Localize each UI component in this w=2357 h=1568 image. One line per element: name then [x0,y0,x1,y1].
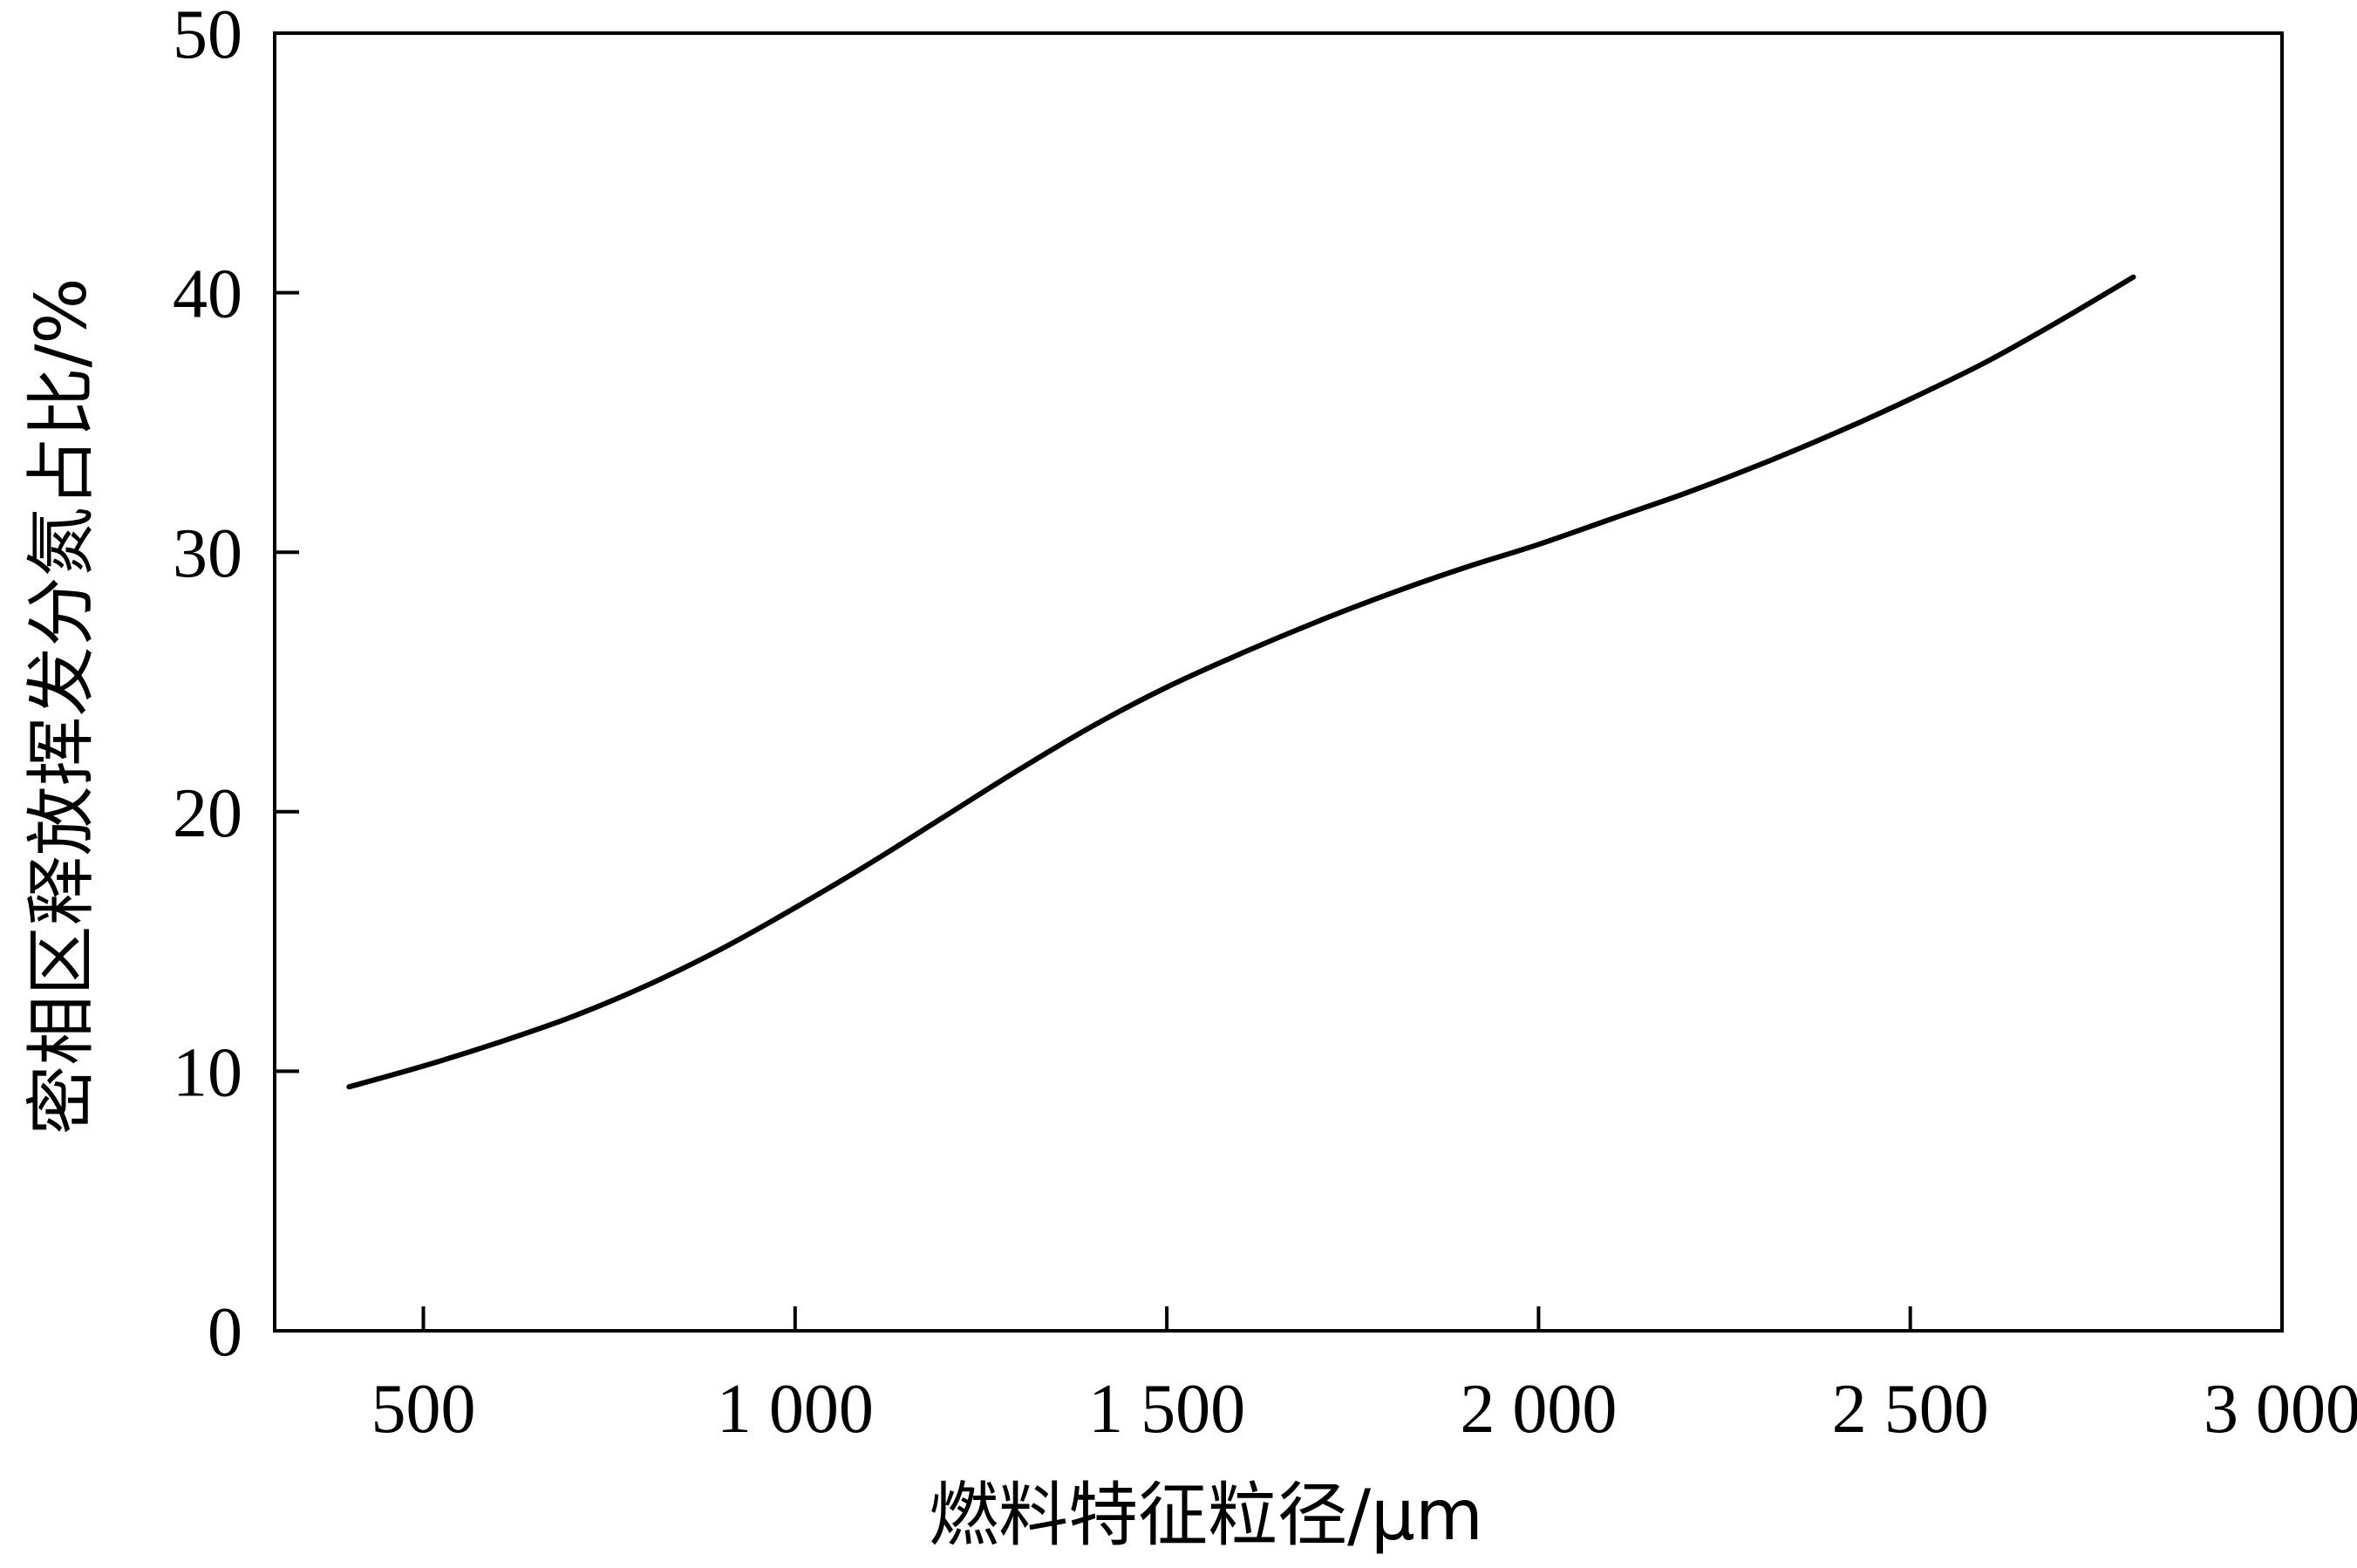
x-tick-label: 3 000 [2204,1371,2357,1448]
y-tick-label: 30 [173,515,242,592]
y-tick-label: 20 [173,775,242,852]
y-axis-label: 密相区释放挥发分氮占比/% [21,278,102,1135]
y-tick-label: 10 [173,1034,242,1111]
y-axis-ticks: 0 10 20 30 40 50 [173,0,299,1371]
plot-frame [273,31,2284,1333]
x-axis-label: 燃料特征粒径/μm [929,1475,1483,1556]
x-tick-label: 1 500 [1088,1371,1245,1448]
x-tick-label: 2 500 [1832,1371,1989,1448]
x-axis-ticks: 500 1 000 1 500 2 000 2 500 3 000 [371,1306,2357,1448]
series-line [346,274,2136,1090]
y-tick-label: 40 [173,256,242,333]
x-tick-label: 2 000 [1460,1371,1617,1448]
y-tick-label: 0 [208,1294,242,1371]
x-tick-label: 1 000 [717,1371,874,1448]
x-tick-label: 500 [371,1371,476,1448]
y-tick-label: 50 [173,0,242,73]
